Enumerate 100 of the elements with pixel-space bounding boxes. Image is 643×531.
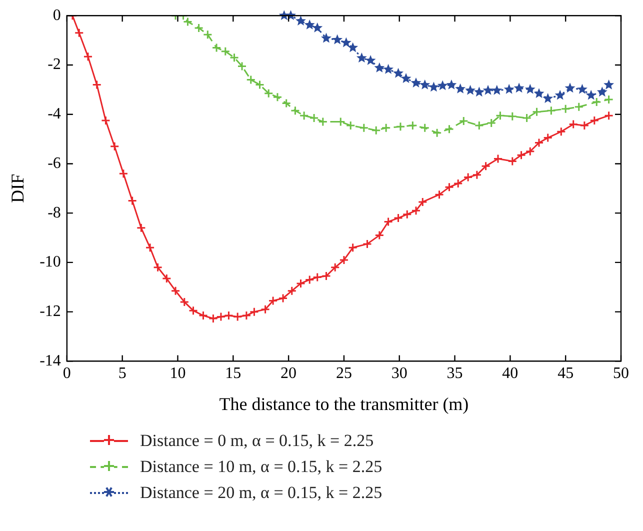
point — [321, 271, 331, 281]
point — [254, 80, 264, 90]
x-tick-label: 50 — [613, 365, 629, 382]
point — [418, 197, 428, 207]
point — [474, 120, 484, 130]
point — [472, 170, 482, 180]
point — [596, 86, 608, 97]
point — [408, 120, 418, 130]
point — [522, 113, 532, 123]
y-tick-label: -4 — [48, 106, 61, 123]
x-tick-label: 40 — [502, 365, 518, 382]
point — [182, 17, 192, 27]
point — [508, 112, 518, 122]
point — [296, 278, 306, 288]
point — [586, 90, 596, 100]
point — [170, 286, 180, 296]
point — [278, 294, 288, 303]
point — [437, 80, 448, 90]
point — [574, 102, 584, 112]
x-tick-label: 45 — [558, 365, 574, 382]
point — [492, 84, 502, 95]
x-tick-label: 10 — [170, 365, 186, 382]
point — [188, 306, 198, 316]
point — [260, 304, 270, 314]
point — [374, 230, 384, 240]
point — [198, 310, 208, 320]
point — [272, 92, 282, 102]
x-tick-label: 25 — [336, 365, 352, 382]
point — [287, 286, 297, 296]
point — [374, 62, 385, 72]
point — [465, 84, 476, 95]
point — [118, 168, 128, 178]
point — [145, 242, 155, 252]
point — [402, 210, 412, 220]
point — [446, 79, 457, 90]
point — [556, 126, 566, 136]
point — [216, 312, 226, 322]
point — [481, 161, 491, 171]
point — [212, 42, 222, 52]
x-axis-title: The distance to the transmitter (m) — [219, 394, 469, 414]
point — [532, 107, 542, 117]
point — [576, 84, 588, 94]
point — [525, 146, 535, 156]
point — [394, 213, 404, 223]
point — [524, 84, 536, 94]
point — [312, 22, 323, 32]
point — [290, 106, 300, 116]
point — [268, 296, 278, 306]
point — [604, 110, 614, 120]
point — [339, 255, 349, 265]
legend-label: Distance = 20 m, α = 0.15, k = 2.25 — [140, 483, 382, 503]
point — [458, 116, 468, 126]
point — [564, 82, 576, 93]
point — [396, 122, 406, 132]
point — [444, 124, 454, 134]
point — [411, 206, 421, 216]
y-tick-label: -2 — [48, 56, 61, 74]
y-tick-label: -12 — [40, 303, 61, 320]
y-tick-label: -14 — [40, 352, 61, 370]
point — [194, 23, 204, 33]
point — [348, 242, 358, 252]
point — [237, 61, 247, 71]
x-tick-label: 20 — [280, 365, 297, 382]
point — [568, 119, 578, 129]
point — [514, 82, 524, 93]
point — [242, 310, 252, 320]
point — [434, 190, 444, 200]
point — [110, 142, 120, 152]
point — [508, 156, 518, 166]
point — [208, 314, 218, 324]
y-tick-label: -6 — [48, 154, 61, 172]
point — [220, 46, 230, 56]
point — [580, 120, 590, 130]
point — [230, 52, 240, 62]
point — [246, 75, 256, 85]
x-tick-label: 35 — [446, 365, 463, 382]
point — [420, 123, 430, 133]
legend-label: Distance = 10 m, α = 0.15, k = 2.25 — [140, 457, 382, 477]
point — [455, 83, 466, 94]
point — [493, 154, 503, 164]
point — [534, 88, 544, 98]
point — [542, 93, 554, 103]
point — [312, 272, 322, 282]
point — [534, 138, 544, 148]
point — [318, 117, 328, 126]
point — [362, 239, 372, 249]
point — [346, 120, 356, 130]
point — [359, 123, 369, 133]
point — [463, 172, 473, 182]
point — [83, 52, 93, 62]
point — [381, 123, 391, 133]
point — [180, 297, 190, 307]
point — [474, 86, 484, 97]
x-tick-label: 30 — [391, 365, 408, 382]
point — [224, 310, 234, 320]
point — [546, 106, 556, 116]
x-tick-label: 5 — [118, 365, 126, 382]
point — [420, 79, 430, 90]
point — [332, 34, 343, 44]
point — [128, 196, 138, 206]
